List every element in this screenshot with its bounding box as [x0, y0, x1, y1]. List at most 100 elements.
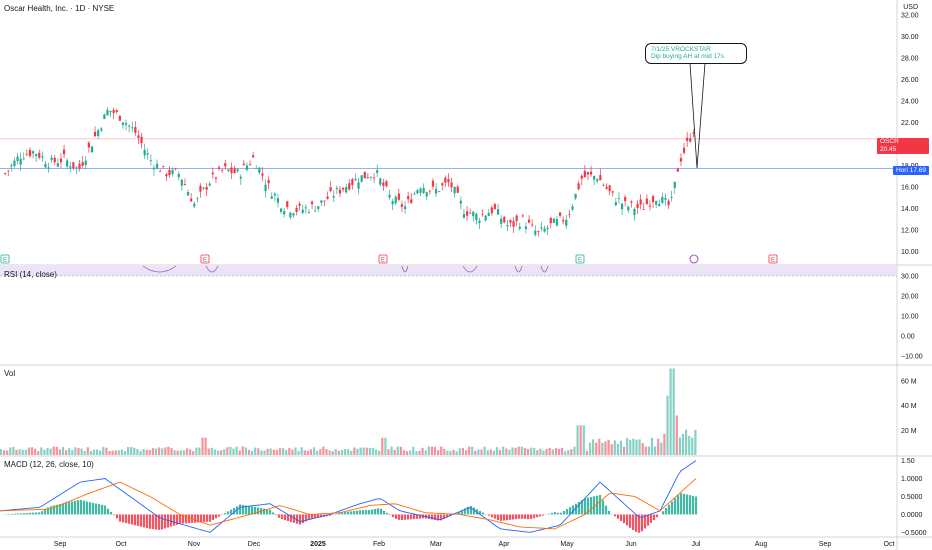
price-candle	[317, 206, 320, 209]
volume-bar	[573, 446, 576, 455]
price-candle	[617, 198, 621, 199]
price-candle	[500, 218, 503, 224]
price-candle	[115, 110, 118, 113]
price-candle	[614, 202, 617, 206]
macd-histogram-bar	[40, 511, 44, 515]
macd-histogram-bar	[526, 514, 530, 520]
volume-bar	[607, 439, 610, 455]
macd-histogram-bar	[82, 500, 86, 515]
macd-histogram-bar	[226, 511, 230, 515]
macd-histogram-bar	[694, 496, 698, 515]
volume-bar	[334, 449, 337, 455]
macd-histogram-bar	[199, 514, 203, 523]
volume-bar	[458, 448, 461, 455]
volume-bar	[74, 447, 77, 455]
volume-bar	[585, 450, 588, 455]
volume-bar	[337, 450, 340, 455]
volume-bar	[647, 446, 650, 455]
volume-bar	[15, 449, 18, 455]
macd-histogram-bar	[385, 512, 389, 515]
price-candle	[558, 212, 562, 216]
price-candle	[329, 187, 332, 192]
macd-histogram-bar	[487, 514, 491, 516]
macd-histogram-bar	[349, 511, 353, 515]
price-candle	[124, 123, 128, 125]
volume-pane-label[interactable]: Vol	[4, 369, 16, 378]
price-candle	[574, 193, 577, 199]
macd-histogram-bar	[361, 510, 365, 515]
volume-bar	[508, 449, 511, 455]
macd-histogram-bar	[388, 514, 392, 515]
volume-bar	[173, 450, 176, 455]
volume-bar	[505, 448, 508, 455]
volume-bar	[681, 433, 685, 455]
price-candle	[140, 136, 143, 144]
price-candle	[295, 207, 298, 213]
volume-bar	[477, 449, 480, 455]
price-candle	[283, 211, 286, 215]
volume-bar	[285, 450, 288, 455]
rsi-pane-label[interactable]: RSI (14, close)	[4, 270, 57, 279]
volume-bar	[390, 446, 393, 455]
price-candle	[385, 181, 388, 187]
macd-histogram-bar	[427, 514, 431, 519]
price-candle	[648, 205, 652, 207]
price-candle	[196, 198, 199, 200]
volume-bar	[179, 450, 182, 455]
volume-bar	[650, 437, 654, 455]
macd-pane-label[interactable]: MACD (12, 26, close, 10)	[4, 460, 94, 469]
volume-bar	[229, 446, 232, 455]
price-candle	[47, 167, 50, 169]
earnings-marker-box	[378, 254, 388, 264]
price-candle	[490, 207, 493, 214]
macd-histogram-bar	[634, 514, 638, 532]
macd-histogram-bar	[400, 514, 404, 520]
price-candle	[484, 215, 487, 221]
volume-bar	[592, 439, 595, 455]
macd-histogram-bar	[28, 512, 32, 515]
price-candle	[78, 163, 81, 169]
macd-histogram-bar	[217, 514, 221, 517]
volume-bar	[678, 437, 681, 455]
price-candle	[487, 212, 490, 216]
volume-bar	[514, 447, 517, 455]
macd-histogram-bar	[184, 514, 188, 524]
price-candle	[667, 200, 670, 206]
volume-bar	[536, 450, 539, 455]
volume-bar	[52, 446, 55, 455]
macd-histogram-bar	[61, 503, 65, 515]
macd-histogram-bar	[256, 507, 260, 515]
macd-histogram-bar	[529, 514, 533, 520]
badge-ticker: OSCR	[880, 138, 899, 145]
volume-bar	[195, 447, 198, 455]
macd-histogram-bar	[442, 514, 446, 519]
macd-histogram-bar	[469, 506, 473, 515]
price-tick-label: 32.00	[901, 12, 919, 19]
macd-histogram-bar	[619, 514, 623, 521]
price-candle	[239, 176, 242, 179]
horizontal-line-badge: Hori 17.69	[892, 166, 929, 175]
macd-histogram-bar	[604, 505, 608, 515]
symbol-title[interactable]: Oscar Health, Inc. · 1D · NYSE	[4, 4, 115, 13]
macd-histogram-bar	[655, 514, 659, 518]
volume-bar	[418, 450, 421, 455]
price-candle	[345, 187, 348, 193]
volume-bar	[588, 442, 592, 455]
volume-bar	[148, 449, 151, 455]
volume-bar	[136, 449, 139, 455]
volume-bar	[340, 449, 344, 455]
price-candle	[555, 219, 559, 226]
price-candle	[4, 173, 7, 174]
macd-histogram-bar	[418, 514, 422, 519]
price-candle	[658, 204, 661, 207]
price-candle	[552, 218, 555, 223]
price-candle	[236, 169, 239, 172]
macd-histogram-bar	[16, 513, 20, 515]
macd-histogram-bar	[37, 512, 41, 515]
price-candle	[357, 182, 360, 189]
trade-idea-annotation[interactable]: 7/1/25 VROCKSTAR Dip buying AH at mid 17…	[645, 43, 747, 64]
volume-bar	[567, 450, 570, 455]
volume-bar	[669, 368, 672, 455]
volume-bar	[523, 448, 526, 455]
